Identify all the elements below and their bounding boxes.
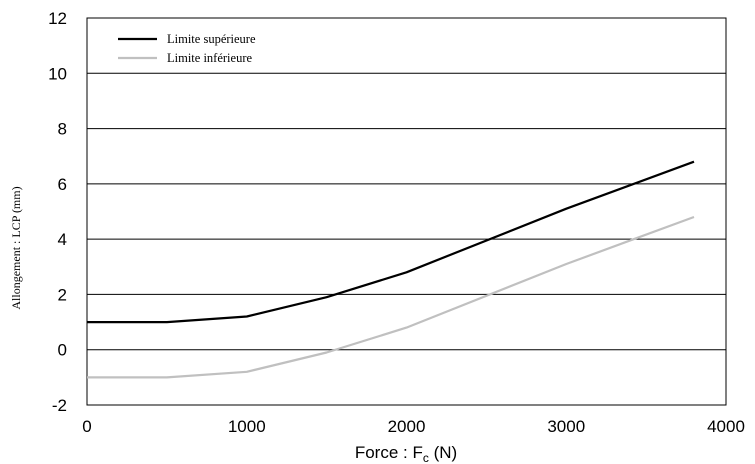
y-tick-label: -2 — [52, 396, 67, 415]
series-line-2 — [87, 215, 695, 379]
legend: Limite supérieure Limite inférieure — [118, 32, 256, 65]
y-tick-label: 10 — [48, 64, 67, 83]
y-tick-label: 4 — [58, 230, 67, 249]
series-lines — [87, 160, 695, 379]
x-tick-label: 3000 — [547, 417, 585, 436]
gridlines — [87, 72, 726, 351]
y-tick-label: 6 — [58, 175, 67, 194]
plot-border — [86, 17, 727, 406]
x-tick-labels: 0 1000 2000 3000 4000 — [82, 417, 745, 436]
x-tick-label: 4000 — [707, 417, 745, 436]
series-line-1 — [87, 160, 695, 324]
x-tick-label: 1000 — [228, 417, 266, 436]
y-tick-labels: -2 0 2 4 6 8 10 12 — [48, 9, 67, 415]
y-axis-title: Allongement : LCP (mm) — [9, 186, 23, 309]
legend-label: Limite supérieure — [167, 32, 256, 46]
x-axis-title-main: Force : F — [355, 443, 423, 462]
y-tick-label: 2 — [58, 285, 67, 304]
x-tick-label: 0 — [82, 417, 91, 436]
x-axis-title-subscript: c — [423, 451, 429, 464]
y-tick-label: 0 — [58, 341, 67, 360]
legend-label: Limite inférieure — [167, 51, 252, 65]
x-axis-title: Force : Fc (N) — [355, 443, 457, 464]
y-tick-label: 12 — [48, 9, 67, 28]
x-axis-title-unit: (N) — [429, 443, 457, 462]
y-tick-label: 8 — [58, 120, 67, 139]
plot-area — [86, 17, 727, 406]
x-tick-label: 2000 — [388, 417, 426, 436]
